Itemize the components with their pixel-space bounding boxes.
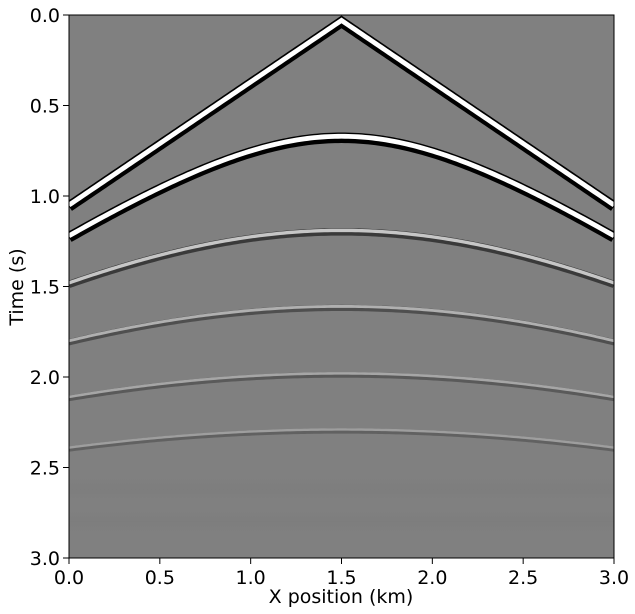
x-tick-label: 2.0 (417, 567, 447, 589)
reflection-4-trough (69, 372, 614, 402)
noise-band-1 (69, 507, 614, 536)
y-tick-label: 2.0 (30, 367, 60, 389)
reflection-4-peak (69, 372, 614, 399)
y-tick-label: 3.0 (30, 548, 60, 570)
direct-wave (69, 15, 614, 211)
y-tick-label: 1.5 (30, 277, 60, 299)
reflection-2 (69, 228, 614, 288)
reflection-3-peak (69, 304, 614, 343)
y-axis: 0.0 0.5 1.0 1.5 2.0 2.5 3.0 (30, 5, 69, 570)
x-tick-label: 0.5 (145, 567, 175, 589)
reflection-3-trough (69, 304, 614, 346)
x-tick-label: 1.0 (236, 567, 266, 589)
reflection-4 (69, 372, 614, 402)
x-axis-label: X position (km) (269, 586, 414, 608)
direct-wave-peak (69, 17, 614, 208)
noise-band-0 (69, 475, 614, 504)
reflection-1 (69, 132, 614, 242)
reflection-1-peak (69, 133, 614, 238)
y-tick-label: 2.5 (30, 458, 60, 480)
reflection-2-peak (69, 228, 614, 285)
y-tick-label: 1.0 (30, 186, 60, 208)
plot-background (69, 15, 614, 558)
reflection-5 (69, 428, 614, 452)
y-tick-label: 0.5 (30, 96, 60, 118)
x-tick-label: 3.0 (599, 567, 629, 589)
reflection-5-peak (69, 428, 614, 449)
y-axis-label: Time (s) (6, 248, 28, 326)
x-axis: 0.0 0.5 1.0 1.5 2.0 2.5 3.0 (54, 558, 629, 589)
x-tick-label: 2.5 (508, 567, 538, 589)
x-tick-label: 0.0 (54, 567, 84, 589)
reflection-5-trough (69, 428, 614, 452)
reflection-3 (69, 304, 614, 346)
y-tick-label: 0.0 (30, 5, 60, 27)
plot-area (69, 15, 614, 536)
x-tick-label: 1.5 (326, 567, 356, 589)
